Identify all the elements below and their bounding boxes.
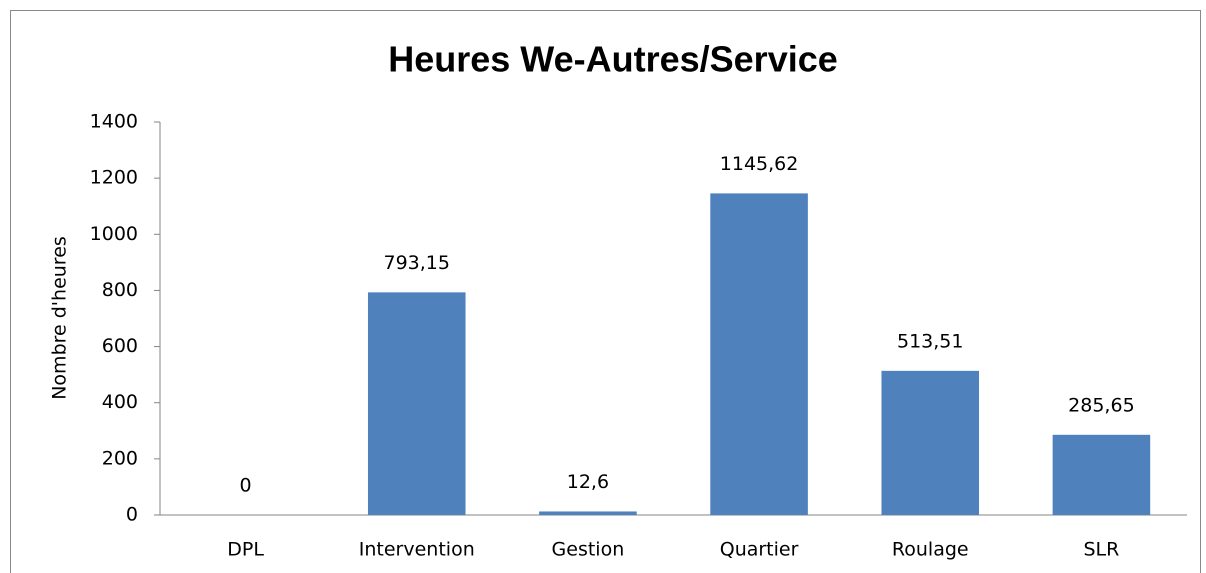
value-label: 0 — [240, 475, 252, 497]
value-label: 1145,62 — [720, 153, 799, 175]
bar — [367, 292, 466, 515]
chart-title: Heures We-Autres/Service — [388, 39, 838, 80]
y-tick-label: 1400 — [90, 111, 138, 133]
y-tick-label: 0 — [126, 504, 138, 526]
x-tick-label: SLR — [1083, 539, 1119, 561]
bar — [881, 370, 980, 515]
y-axis-label: Nombre d'heures — [49, 236, 71, 400]
x-tick-label: Roulage — [892, 539, 969, 561]
bar — [710, 193, 808, 516]
value-label: 793,15 — [384, 252, 450, 274]
chart-frame — [10, 10, 1201, 573]
x-tick-label: DPL — [227, 539, 264, 561]
y-tick-label: 1200 — [90, 167, 138, 189]
value-label: 513,51 — [897, 330, 963, 352]
y-tick-label: 800 — [102, 279, 138, 301]
bar — [1052, 434, 1151, 515]
y-tick-label: 400 — [102, 391, 138, 413]
y-tick-label: 200 — [102, 447, 138, 469]
value-label: 285,65 — [1068, 394, 1134, 416]
x-tick-label: Intervention — [359, 539, 475, 561]
y-tick-label: 1000 — [90, 223, 138, 245]
x-tick-label: Gestion — [552, 539, 625, 561]
y-tick-label: 600 — [102, 335, 138, 357]
x-tick-label: Quartier — [720, 539, 799, 561]
bar — [539, 511, 637, 515]
value-label: 12,6 — [567, 471, 609, 493]
